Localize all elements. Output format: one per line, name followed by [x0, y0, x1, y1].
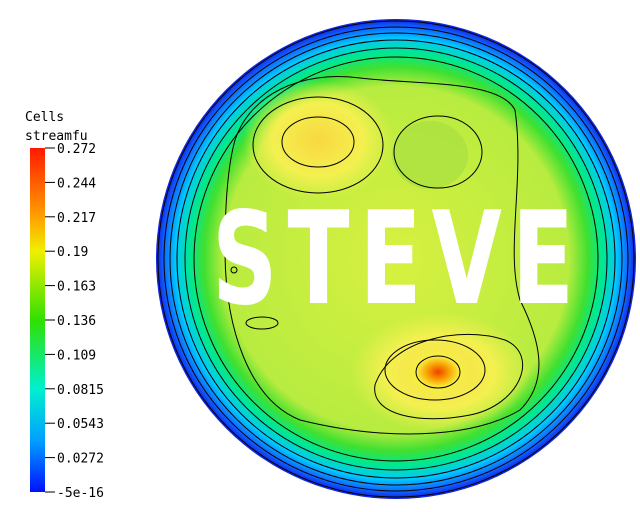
legend: Cells streamfu 0.272 0.244 0.217 0.19 0.163 0… [25, 110, 104, 501]
tick-label: 0.272 [57, 142, 96, 157]
cool-region [392, 121, 468, 189]
tick-label: 0.136 [57, 314, 96, 329]
tick-label: 0.244 [57, 176, 96, 191]
tick-label: 0.0272 [57, 452, 104, 467]
tick-label: 0.217 [57, 211, 96, 226]
tick-label: 0.109 [57, 348, 96, 363]
color-bar [30, 148, 45, 492]
tick-label: 0.0543 [57, 417, 104, 432]
contour-plot: STEVE [156, 19, 636, 499]
tick-label: 0.163 [57, 280, 96, 295]
legend-title: streamfu [25, 129, 88, 144]
contour-lines [157, 20, 635, 498]
tick-label: 0.0815 [57, 383, 104, 398]
legend-title: Cells [25, 110, 64, 125]
tick-label: 0.19 [57, 245, 88, 260]
hot-region [402, 346, 474, 398]
overlay-text: STEVE [212, 185, 584, 334]
warm-region [243, 80, 393, 200]
tick-label: -5e-16 [57, 486, 104, 501]
